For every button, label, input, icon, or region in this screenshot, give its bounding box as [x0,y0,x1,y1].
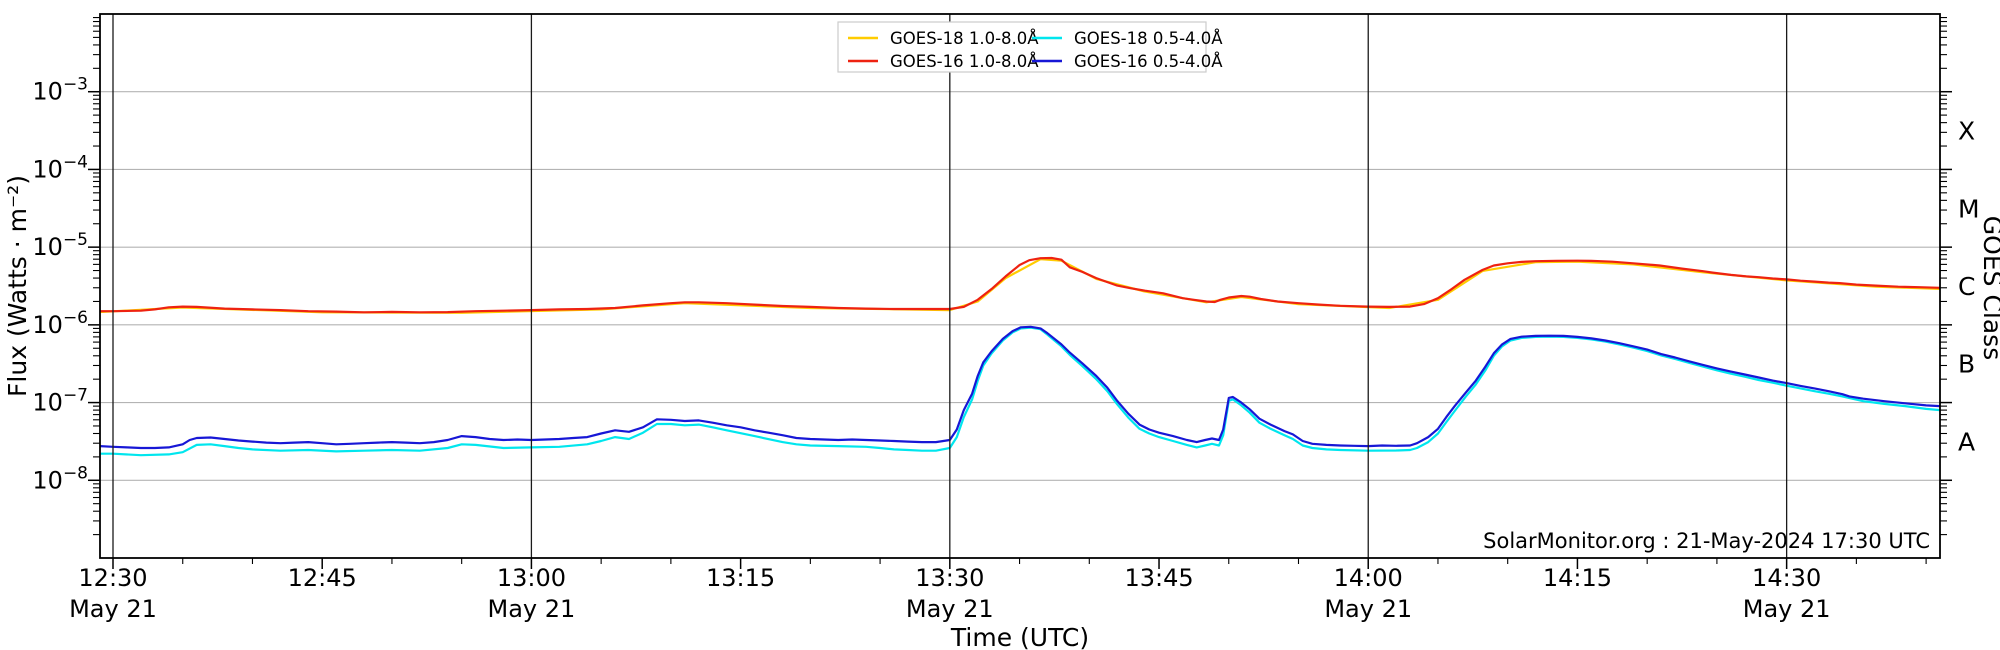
y-tick-label: 10−6 [32,308,88,339]
y-tick-label: 10−4 [32,152,88,183]
right-axis-title: GOES Class [1978,216,2000,360]
x-tick-date: May 21 [69,595,157,623]
goes-class-m: M [1958,194,1980,223]
x-axis-title: Time (UTC) [950,623,1089,650]
x-tick-label: 14:00 [1334,564,1403,592]
x-tick-date: May 21 [1324,595,1412,623]
series-goes-16-0-5-4-0- [100,325,1940,450]
series-goes-18-0-5-4-0- [100,326,1940,457]
y-tick-label: 10−5 [32,230,88,261]
x-tick-date: May 21 [906,595,994,623]
legend-label: GOES-16 0.5-4.0Å [1074,52,1223,71]
x-tick-label: 12:30 [78,564,147,592]
legend-label: GOES-18 1.0-8.0Å [890,29,1039,48]
tick-labels: 10−3 10−4 10−5 10−6 10−7 10−8 12:30 May 21 12:45… [32,75,1830,623]
goes-class-c: C [1958,272,1975,301]
y-tick-label: 10−8 [32,463,88,494]
watermark: SolarMonitor.org : 21-May-2024 17:30 UTC [1483,529,1930,553]
x-tick-date: May 21 [488,595,576,623]
legend-label: GOES-18 0.5-4.0Å [1074,29,1223,48]
series-goes-16-1-0-8-0- [100,256,1940,314]
y-tick-label: 10−7 [32,386,88,417]
series-goes-18-1-0-8-0- [100,258,1940,314]
axis-ticks [88,17,1952,569]
vertical-gridlines [112,14,1788,558]
horizontal-gridlines [100,91,1940,481]
y-tick-label: 10−3 [32,75,88,106]
x-tick-label: 13:30 [915,564,984,592]
x-tick-label: 13:45 [1124,564,1193,592]
goes-class-letters: X M C B A [1958,117,1980,457]
x-tick-label: 13:00 [497,564,566,592]
legend: GOES-18 1.0-8.0Å GOES-16 1.0-8.0Å GOES-18 … [837,21,1223,73]
x-tick-date: May 21 [1743,595,1831,623]
goes-class-x: X [1958,117,1975,146]
x-tick-label: 12:45 [288,564,357,592]
goes-class-b: B [1958,350,1975,379]
axes-spines [99,13,1941,559]
data-series [100,256,1940,457]
legend-label: GOES-16 1.0-8.0Å [890,52,1039,71]
x-tick-label: 14:30 [1752,564,1821,592]
goes-class-a: A [1958,427,1975,456]
x-tick-label: 13:15 [706,564,775,592]
plot-border [99,13,1941,559]
y-axis-title: Flux (Watts · m⁻²) [3,175,32,397]
legend-box [837,21,1207,73]
x-tick-label: 14:15 [1543,564,1612,592]
axis-titles: Time (UTC) Flux (Watts · m⁻²) GOES Class… [3,175,2000,650]
